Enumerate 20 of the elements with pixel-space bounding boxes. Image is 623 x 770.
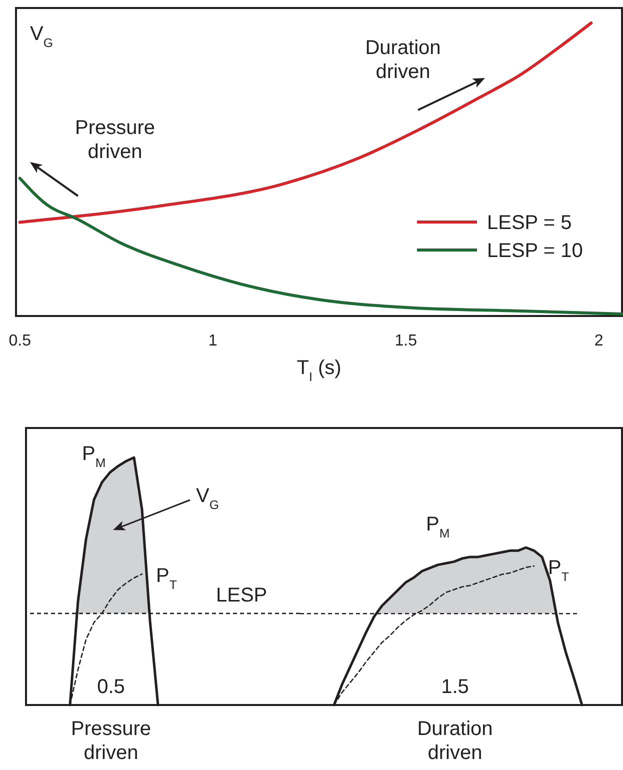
series-label: P$_{M}$ — [82, 443, 106, 470]
x-tick-label: 1 — [208, 332, 218, 350]
x-tick-label: 0.5 — [8, 332, 32, 350]
x-tick-label: 2 — [594, 332, 604, 350]
annotation: 1.5 — [441, 676, 469, 698]
annotation: Pressure driven — [74, 117, 156, 163]
x-tick-label: 1.5 — [394, 332, 418, 350]
text: Duration driven — [417, 718, 493, 764]
series-label: P$_{T}$ — [156, 565, 178, 592]
legend-label: LESP = 10 — [487, 240, 583, 262]
series-label: P$_{T}$ — [548, 557, 570, 584]
y-axis-title: V$_{G}$ — [30, 23, 53, 50]
ref-line-label: LESP — [216, 584, 268, 606]
legend-label: LESP = 5 — [487, 212, 572, 234]
x-axis-title: T$_{I}$ (s) — [296, 357, 342, 384]
text: V$_{G}$ — [196, 485, 219, 512]
annotation: Duration driven — [365, 37, 441, 83]
series-label: P$_{M}$ — [426, 514, 450, 541]
annotation: 0.5 — [97, 676, 125, 698]
text: Pressure driven — [70, 718, 152, 764]
